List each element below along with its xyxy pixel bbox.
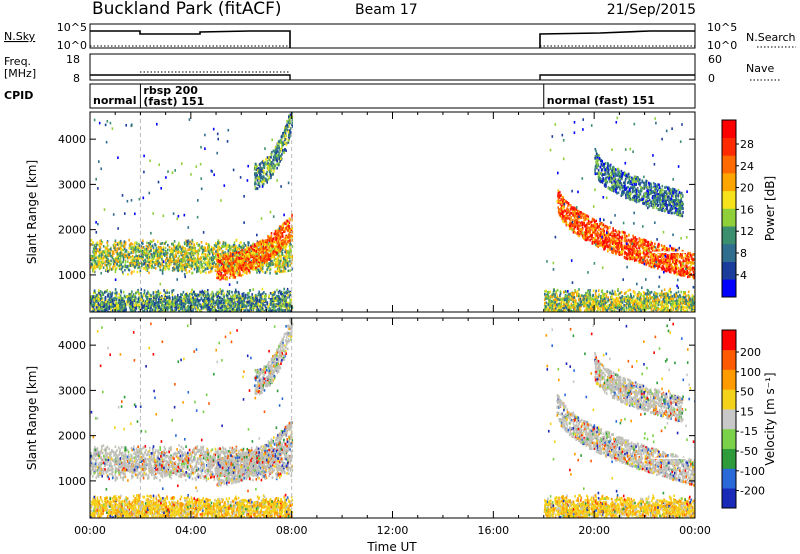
colorbar-tick-label: 16 bbox=[740, 203, 754, 216]
nsky-panel bbox=[89, 23, 696, 49]
scatter-pixels bbox=[90, 112, 695, 312]
colorbar-tick-label: -100 bbox=[740, 465, 765, 478]
y-tick-label: 1000 bbox=[58, 475, 86, 488]
colorbar-tick-label: -15 bbox=[740, 425, 758, 438]
plot-frame bbox=[89, 111, 696, 313]
y-tick-label: 1000 bbox=[58, 269, 86, 282]
x-axis-title: Time UT bbox=[366, 540, 417, 554]
colorbar-tick-label: -50 bbox=[740, 445, 758, 458]
freq-tick-top: 18 bbox=[66, 53, 80, 66]
nsky-label: N.Sky bbox=[4, 30, 36, 43]
colorbar-cell bbox=[722, 190, 736, 209]
x-tick-label: 20:00 bbox=[578, 524, 610, 537]
power-panel: 1000 2000 3000 4000 Slant Range [km] bbox=[25, 111, 696, 313]
nsearch-tick-bottom: 10^0 bbox=[707, 39, 737, 52]
colorbar-cell bbox=[722, 208, 736, 227]
colorbar-label: Power [dB] bbox=[763, 176, 777, 241]
colorbar-cell bbox=[722, 488, 736, 509]
nave-label: Nave bbox=[746, 62, 774, 75]
colorbar-tick-label: -200 bbox=[740, 485, 765, 498]
nsky-trace bbox=[90, 30, 695, 48]
colorbar-tick-label: 20 bbox=[740, 182, 754, 195]
y-tick-label: 3000 bbox=[58, 384, 86, 397]
colorbar-cell bbox=[722, 261, 736, 280]
freq-panel bbox=[89, 53, 696, 81]
x-tick-label: 08:00 bbox=[276, 524, 308, 537]
colorbar-tick-label: 12 bbox=[740, 225, 754, 238]
colorbar-cell bbox=[722, 243, 736, 262]
beam-label: Beam 17 bbox=[355, 2, 418, 18]
colorbar-cell bbox=[722, 448, 736, 469]
nsearch-label: N.Search bbox=[746, 31, 796, 44]
colorbar-cell bbox=[722, 369, 736, 390]
cpid-segment-label: normal bbox=[93, 94, 136, 107]
colorbar-frame bbox=[721, 119, 737, 298]
colorbar-cell bbox=[722, 226, 736, 245]
colorbar-cell bbox=[722, 389, 736, 410]
freq-unit: [MHz] bbox=[4, 67, 36, 80]
nave-tick-top: 60 bbox=[708, 53, 722, 66]
y-tick-label: 2000 bbox=[58, 430, 86, 443]
colorbar-cell bbox=[722, 409, 736, 430]
station-title: Buckland Park (fitACF) bbox=[92, 0, 282, 19]
y-tick-label: 4000 bbox=[58, 133, 86, 146]
colorbar-cell bbox=[722, 428, 736, 449]
y-tick-label: 3000 bbox=[58, 178, 86, 191]
colorbar-tick-label: 100 bbox=[740, 366, 761, 379]
cpid-segments: normal rbsp 200(fast) 151 normal (fast) 15… bbox=[89, 84, 655, 108]
x-tick-label: 00:00 bbox=[74, 524, 106, 537]
freq-trace bbox=[90, 74, 695, 80]
colorbar-tick-label: 24 bbox=[740, 160, 754, 173]
nsky-tick-bottom: 10^0 bbox=[57, 39, 87, 52]
colorbar-cell bbox=[722, 173, 736, 192]
colorbar-tick-label: 15 bbox=[740, 405, 754, 418]
x-tick-label: 04:00 bbox=[175, 524, 207, 537]
colorbar-cell bbox=[722, 330, 736, 351]
colorbar-tick-label: 50 bbox=[740, 386, 754, 399]
plot-frame bbox=[89, 317, 696, 519]
freq-tick-bottom: 8 bbox=[73, 72, 80, 85]
cpid-segment-label: (fast) 151 bbox=[143, 95, 204, 108]
y-axis-label: Slant Range [km] bbox=[25, 160, 39, 264]
colorbar-cell bbox=[722, 155, 736, 174]
x-tick-label: 00:00 bbox=[679, 524, 711, 537]
date-label: 21/Sep/2015 bbox=[607, 2, 696, 18]
colorbar-cell bbox=[722, 349, 736, 370]
freq-label: Freq. bbox=[4, 55, 31, 68]
colorbar-frame bbox=[721, 329, 737, 509]
nsearch-tick-top: 10^5 bbox=[707, 21, 737, 34]
colorbar-tick-label: 8 bbox=[740, 247, 747, 260]
velocity-colorbar: 200 100 50 15 -15 -50 -100 -200 Velocity [m s⁻¹] bbox=[721, 329, 777, 509]
x-tick-label: 12:00 bbox=[377, 524, 409, 537]
colorbar-tick-label: 200 bbox=[740, 346, 761, 359]
cpid-segment-label: rbsp 200 bbox=[143, 84, 198, 97]
y-axis-label: Slant Range [km] bbox=[25, 366, 39, 470]
colorbar-tick-label: 4 bbox=[740, 269, 747, 282]
velocity-panel: 1000 2000 3000 4000 Slant Range [km] 00:00 04:… bbox=[25, 317, 711, 537]
colorbar-tick-label: 28 bbox=[740, 138, 754, 151]
colorbar-cell bbox=[722, 137, 736, 156]
y-tick-label: 2000 bbox=[58, 224, 86, 237]
colorbar-cell bbox=[722, 468, 736, 489]
cpid-segment-label: normal (fast) 151 bbox=[547, 94, 655, 107]
power-colorbar: 28 24 20 16 12 8 4 Power [dB] bbox=[721, 119, 777, 298]
scatter-pixels bbox=[90, 318, 695, 518]
x-tick-label: 16:00 bbox=[477, 524, 509, 537]
y-tick-label: 4000 bbox=[58, 339, 86, 352]
colorbar-cell bbox=[722, 279, 736, 298]
nave-tick-bottom: 0 bbox=[708, 72, 715, 85]
colorbar-cell bbox=[722, 120, 736, 138]
nsky-tick-top: 10^5 bbox=[57, 21, 87, 34]
cpid-label: CPID bbox=[4, 89, 33, 102]
colorbar-label: Velocity [m s⁻¹] bbox=[763, 372, 777, 465]
